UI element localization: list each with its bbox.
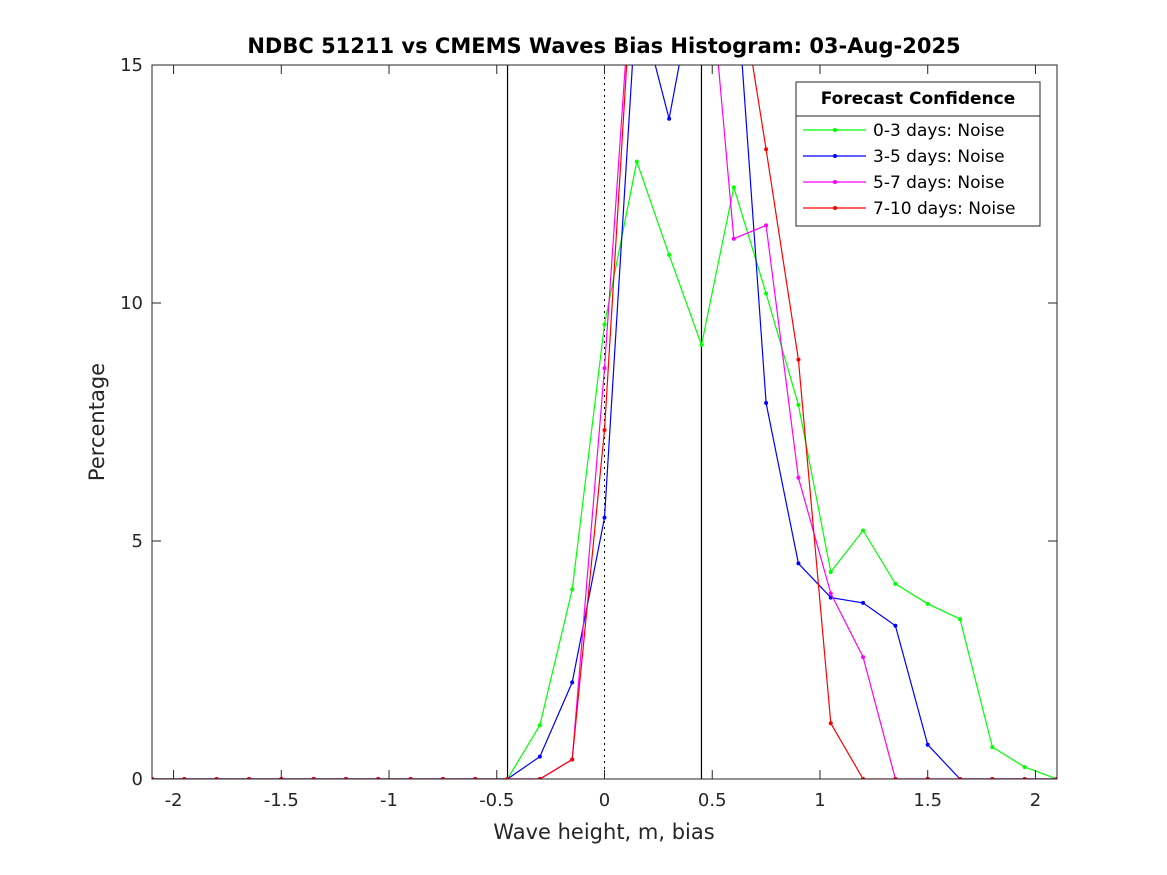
x-tick-label: 0 bbox=[599, 790, 610, 811]
data-point bbox=[828, 721, 833, 726]
data-point bbox=[764, 291, 769, 296]
y-axis-label: Percentage bbox=[85, 363, 109, 481]
data-point bbox=[796, 561, 801, 566]
data-point bbox=[667, 252, 672, 257]
y-tick-label: 5 bbox=[132, 531, 143, 552]
x-tick-label: 1.5 bbox=[913, 790, 942, 811]
legend-swatch-marker bbox=[833, 206, 837, 210]
legend-title: Forecast Confidence bbox=[821, 89, 1016, 109]
legend-entry-3: 5-7 days: Noise bbox=[803, 173, 1005, 193]
data-point bbox=[990, 745, 995, 750]
legend-entry-1: 0-3 days: Noise bbox=[803, 121, 1005, 141]
data-point bbox=[796, 357, 801, 362]
x-tick-label: -0.5 bbox=[479, 790, 514, 811]
legend-swatch-marker bbox=[833, 128, 837, 132]
x-tick-label: 2 bbox=[1030, 790, 1041, 811]
data-point bbox=[925, 742, 930, 747]
x-axis-label: Wave height, m, bias bbox=[493, 820, 714, 844]
data-point bbox=[893, 581, 898, 586]
legend-label: 7-10 days: Noise bbox=[873, 199, 1015, 219]
y-axis-ticks: 0 5 10 15 bbox=[120, 55, 1057, 790]
data-point bbox=[667, 116, 672, 121]
data-point bbox=[958, 617, 963, 622]
data-point bbox=[602, 428, 607, 433]
x-tick-label: -1 bbox=[380, 790, 398, 811]
reference-lines bbox=[506, 65, 703, 779]
data-point bbox=[634, 159, 639, 164]
data-point bbox=[828, 591, 833, 596]
x-tick-label: -2 bbox=[165, 790, 183, 811]
legend-swatch-marker bbox=[833, 180, 837, 184]
data-point bbox=[602, 515, 607, 520]
data-point bbox=[861, 600, 866, 605]
legend-entry-2: 3-5 days: Noise bbox=[803, 147, 1005, 167]
data-point bbox=[861, 528, 866, 533]
data-point bbox=[828, 569, 833, 574]
data-point bbox=[925, 601, 930, 606]
data-point bbox=[602, 366, 607, 371]
legend-entries: 0-3 days: Noise 3-5 days: Noise 5-7 days: … bbox=[803, 121, 1015, 219]
y-tick-label: 0 bbox=[132, 769, 143, 790]
data-point bbox=[796, 475, 801, 480]
legend-entry-4: 7-10 days: Noise bbox=[803, 199, 1015, 219]
y-tick-label: 10 bbox=[120, 293, 143, 314]
data-point bbox=[764, 400, 769, 405]
data-point bbox=[861, 655, 866, 660]
data-point bbox=[893, 623, 898, 628]
data-point bbox=[699, 342, 704, 347]
data-point bbox=[570, 680, 575, 685]
y-tick-label: 15 bbox=[120, 55, 143, 76]
data-point bbox=[537, 754, 542, 759]
data-point bbox=[570, 587, 575, 592]
data-point bbox=[1022, 765, 1027, 770]
x-tick-label: 1 bbox=[814, 790, 825, 811]
x-tick-label: -1.5 bbox=[264, 790, 299, 811]
chart-title: NDBC 51211 vs CMEMS Waves Bias Histogram… bbox=[247, 34, 960, 58]
legend: Forecast Confidence 0-3 days: Noise 3-5 d… bbox=[795, 81, 1041, 227]
legend-label: 3-5 days: Noise bbox=[873, 147, 1005, 167]
legend-label: 5-7 days: Noise bbox=[873, 173, 1005, 193]
data-point bbox=[764, 147, 769, 152]
legend-box bbox=[795, 81, 1041, 227]
data-point bbox=[537, 723, 542, 728]
data-point bbox=[731, 185, 736, 190]
legend-label: 0-3 days: Noise bbox=[873, 121, 1005, 141]
x-axis-ticks: -2 -1.5 -1 -0.5 0 0.5 1 1.5 2 bbox=[165, 65, 1041, 811]
x-tick-label: 0.5 bbox=[698, 790, 727, 811]
data-point bbox=[796, 402, 801, 407]
data-point bbox=[570, 757, 575, 762]
legend-swatch-marker bbox=[833, 154, 837, 158]
data-point bbox=[764, 223, 769, 228]
data-point bbox=[731, 236, 736, 241]
data-point bbox=[602, 322, 607, 327]
data-point bbox=[828, 595, 833, 600]
